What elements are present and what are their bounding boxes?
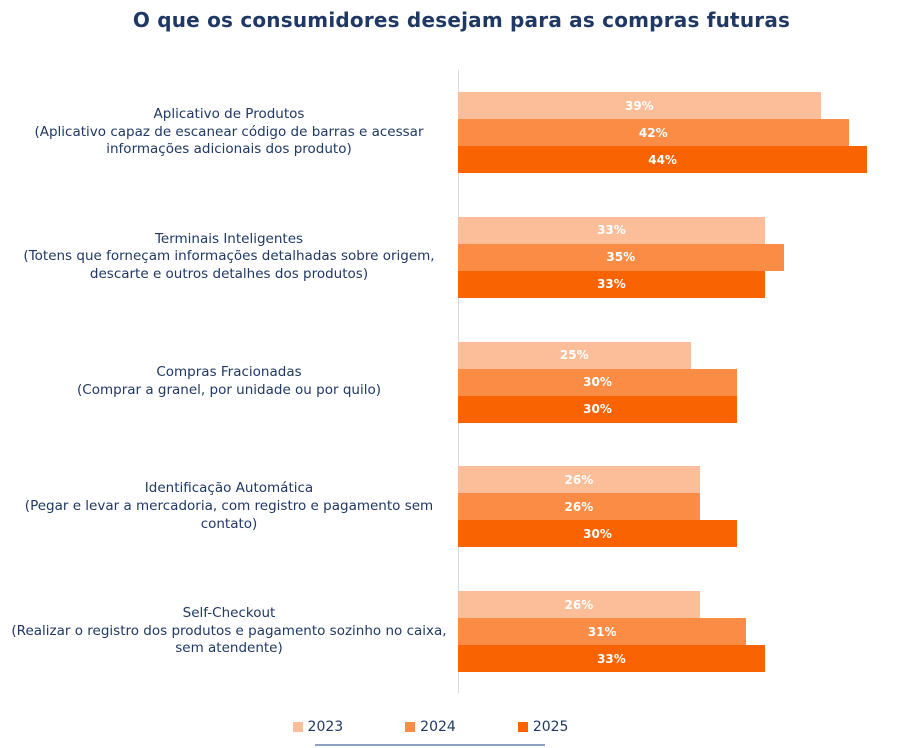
bar-2025: 30% xyxy=(458,395,737,423)
legend-item-2023: 2023 xyxy=(292,719,344,735)
category-row: Identificação Automática (Pegar e levar a… xyxy=(0,466,923,548)
category-name: Terminais Inteligentes xyxy=(154,230,304,247)
bar-value-label: 26% xyxy=(564,597,594,612)
legend-label: 2024 xyxy=(420,719,456,735)
bar-2023: 26% xyxy=(458,591,700,618)
category-description: (Realizar o registro dos produtos e paga… xyxy=(11,622,447,657)
chart-title: O que os consumidores desejam para as co… xyxy=(132,8,791,32)
bar-2023: 25% xyxy=(458,341,691,369)
chart-rows: Aplicativo de Produtos (Aplicativo capaz … xyxy=(0,70,923,693)
bar-2025: 30% xyxy=(458,520,737,548)
bar-2024: 35% xyxy=(458,243,784,271)
legend-label: 2025 xyxy=(532,719,569,735)
bar-value-label: 33% xyxy=(597,277,626,292)
category-bars: 26% 26% 30% xyxy=(458,466,923,548)
legend-swatch-2025 xyxy=(517,722,528,732)
bar-value-label: 30% xyxy=(583,402,612,416)
legend-item-2025: 2025 xyxy=(517,719,569,735)
bar-value-label: 35% xyxy=(606,250,636,265)
bar-value-label: 42% xyxy=(638,125,668,140)
category-name: Self-Checkout xyxy=(182,604,276,621)
category-label: Compras Fracionadas (Comprar a granel, po… xyxy=(0,364,458,400)
bar-2023: 33% xyxy=(458,216,765,244)
legend-item-2024: 2024 xyxy=(405,719,456,735)
bar-value-label: 33% xyxy=(597,223,626,238)
category-bars: 25% 30% 30% xyxy=(458,341,923,423)
bar-value-label: 26% xyxy=(564,472,594,487)
bar-2023: 26% xyxy=(458,466,700,494)
category-label: Identificação Automática (Pegar e levar a… xyxy=(0,480,458,533)
category-label: Terminais Inteligentes (Totens que forneç… xyxy=(0,231,458,284)
bar-value-label: 31% xyxy=(587,624,617,639)
category-name: Identificação Automática xyxy=(144,480,314,497)
bottom-divider xyxy=(315,744,545,746)
category-row: Compras Fracionadas (Comprar a granel, po… xyxy=(0,341,923,423)
bar-2024: 42% xyxy=(458,119,849,146)
category-bars: 39% 42% 44% xyxy=(458,92,923,173)
bar-value-label: 30% xyxy=(583,526,612,541)
bar-2025: 33% xyxy=(458,645,765,672)
bar-2024: 31% xyxy=(458,618,747,645)
bar-value-label: 44% xyxy=(648,152,677,167)
category-description: (Totens que forneçam informações detalha… xyxy=(23,248,435,283)
bar-2023: 39% xyxy=(458,92,821,119)
bar-chart: Aplicativo de Produtos (Aplicativo capaz … xyxy=(0,70,923,693)
bar-value-label: 25% xyxy=(559,348,589,362)
bar-value-label: 39% xyxy=(624,98,654,113)
category-row: Self-Checkout (Realizar o registro dos pr… xyxy=(0,591,923,672)
category-label: Self-Checkout (Realizar o registro dos pr… xyxy=(0,605,458,658)
category-bars: 33% 35% 33% xyxy=(458,216,923,298)
chart-legend: 2023 2024 2025 xyxy=(0,719,861,735)
bar-2024: 30% xyxy=(458,368,737,396)
bar-2025: 44% xyxy=(458,146,868,173)
bar-2024: 26% xyxy=(458,493,700,521)
category-description: (Pegar e levar a mercadoria, com registr… xyxy=(24,497,434,532)
bar-value-label: 26% xyxy=(564,499,594,514)
category-name: Compras Fracionadas xyxy=(156,364,302,381)
category-row: Terminais Inteligentes (Totens que forneç… xyxy=(0,216,923,298)
category-description: (Aplicativo capaz de escanear código de … xyxy=(34,123,424,158)
legend-label: 2023 xyxy=(307,719,344,735)
legend-swatch-2023 xyxy=(292,722,303,732)
bar-2025: 33% xyxy=(458,270,765,298)
bar-value-label: 30% xyxy=(583,375,612,389)
category-row: Aplicativo de Produtos (Aplicativo capaz … xyxy=(0,92,923,173)
category-bars: 26% 31% 33% xyxy=(458,591,923,672)
legend-swatch-2024 xyxy=(405,722,416,732)
category-label: Aplicativo de Produtos (Aplicativo capaz … xyxy=(0,106,458,159)
category-description: (Comprar a granel, por unidade ou por qu… xyxy=(77,382,381,398)
bar-value-label: 33% xyxy=(597,651,626,666)
category-name: Aplicativo de Produtos xyxy=(153,105,305,122)
